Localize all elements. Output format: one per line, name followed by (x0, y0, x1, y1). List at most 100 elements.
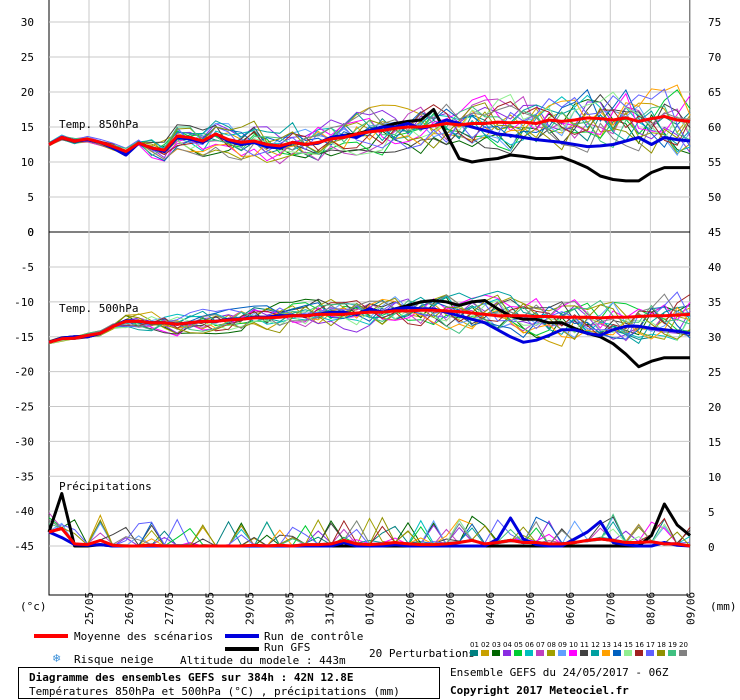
perturbation-swatch-07 (536, 650, 544, 656)
perturbation-number: 03 (492, 641, 501, 649)
tick-500-left: -25 (14, 401, 34, 414)
perturbation-number: 20 (679, 641, 688, 649)
tick-date: 05/06 (524, 592, 537, 625)
tick-date: 04/06 (484, 592, 497, 625)
tick-850-right: 70 (708, 51, 721, 64)
perturbation-number: 04 (503, 641, 512, 649)
tick-date: 29/05 (243, 592, 256, 625)
perturbation-number: 15 (624, 641, 633, 649)
perturbation-number: 16 (635, 641, 644, 649)
perturbation-swatch-09 (558, 650, 566, 656)
legend-control-swatch (225, 634, 259, 638)
tick-850-left: 15 (21, 121, 34, 134)
perturbation-number: 07 (536, 641, 545, 649)
legend-mean-swatch (34, 634, 68, 638)
perturbation-number: 11 (580, 641, 589, 649)
tick-850-left: 10 (21, 156, 34, 169)
altitude-label: Altitude du modele : 443m (180, 654, 346, 667)
perturbation-swatch-10 (569, 650, 577, 656)
perturbation-swatch-13 (602, 650, 610, 656)
series-850-member-17 (48, 88, 691, 157)
series-500-member-19 (48, 299, 691, 343)
tick-500-right: 10 (708, 471, 721, 484)
perturbation-swatch-14 (613, 650, 621, 656)
snowflake-icon: ❄ (52, 652, 62, 665)
perturbation-number: 13 (602, 641, 611, 649)
legend-snow-label: Risque neige (74, 653, 154, 666)
diagram-title: Diagramme des ensembles GEFS sur 384h : … (29, 671, 354, 684)
perturbation-swatch-03 (492, 650, 500, 656)
series-precip-mean (48, 527, 691, 548)
tick-500-right: 15 (708, 436, 721, 449)
tick-date: 01/06 (364, 592, 377, 625)
tick-500-left: -5 (21, 261, 34, 274)
perturbation-number: 18 (657, 641, 666, 649)
tick-850-left: 30 (21, 16, 34, 29)
perturbation-number: 02 (481, 641, 490, 649)
perturbation-swatch-05 (514, 650, 522, 656)
tick-500-left: -35 (14, 470, 34, 483)
legend-gfs-swatch (225, 647, 259, 651)
tick-500-right: 25 (708, 366, 721, 379)
perturbation-number: 01 (470, 641, 479, 649)
tick-500-right: 30 (708, 331, 721, 344)
tick-date: 28/05 (203, 592, 216, 625)
tick-500-right: 40 (708, 261, 721, 274)
tick-date: 27/05 (163, 592, 176, 625)
tick-850-right: 65 (708, 86, 721, 99)
tick-850-right: 75 (708, 16, 721, 29)
perturbation-swatch-16 (635, 650, 643, 656)
perturbation-swatch-12 (591, 650, 599, 656)
perturbation-swatch-17 (646, 650, 654, 656)
perturbation-number: 17 (646, 641, 655, 649)
series-850-member-19 (48, 105, 691, 157)
tick-date: 03/06 (444, 592, 457, 625)
tick-500-left: -40 (14, 505, 34, 518)
tick-850-zero: 0 (27, 226, 34, 239)
perturbation-swatch-01 (470, 650, 478, 656)
series-500-mean (48, 308, 691, 344)
tick-date: 02/06 (404, 592, 417, 625)
tick-500-right: 5 (708, 506, 715, 519)
series-850-member-11 (48, 93, 691, 156)
tick-850-left: 25 (21, 51, 34, 64)
tick-date: 25/05 (83, 592, 96, 625)
perturbation-number: 19 (668, 641, 677, 649)
perturbation-number: 10 (569, 641, 578, 649)
tick-850-left: 20 (21, 86, 34, 99)
diagram-subtitle: Températures 850hPa et 500hPa (°C) , pré… (29, 685, 400, 698)
tick-date: 31/05 (324, 592, 337, 625)
right-unit: (mm) (710, 600, 737, 613)
perturbation-number: 05 (514, 641, 523, 649)
tick-850-right: 50 (708, 191, 721, 204)
tick-date: 06/06 (564, 592, 577, 625)
series-850-member-14 (48, 88, 691, 162)
tick-500-left: -45 (14, 540, 34, 553)
perturbation-swatch-08 (547, 650, 555, 656)
perturbation-number: 12 (591, 641, 600, 649)
tick-500-right: 0 (708, 541, 715, 554)
perturbation-number: 14 (613, 641, 622, 649)
tick-850-right: 55 (708, 156, 721, 169)
run-info: Ensemble GEFS du 24/05/2017 - 06Z (450, 666, 669, 679)
tick-500-left: -30 (14, 435, 34, 448)
tick-500-right: 35 (708, 296, 721, 309)
tick-500-left: -15 (14, 331, 34, 344)
perturbation-swatch-18 (657, 650, 665, 656)
perturbation-swatch-04 (503, 650, 511, 656)
legend-mean-label: Moyenne des scénarios (74, 630, 214, 643)
perturbation-swatch-11 (580, 650, 588, 656)
perturbations-label: 20 Perturbations (369, 647, 475, 660)
tick-850-left: 5 (27, 191, 34, 204)
tick-date: 08/06 (644, 592, 657, 625)
copyright: Copyright 2017 Meteociel.fr (450, 684, 629, 697)
tick-date: 07/06 (604, 592, 617, 625)
tick-date: 30/05 (284, 592, 297, 625)
tick-500-left: -20 (14, 366, 34, 379)
panel-label-850: Temp. 850hPa (59, 118, 138, 131)
perturbation-swatch-20 (679, 650, 687, 656)
tick-500-right: 45 (708, 226, 721, 239)
perturbation-number: 06 (525, 641, 534, 649)
tick-date: 09/06 (685, 592, 698, 625)
tick-500-right: 20 (708, 401, 721, 414)
